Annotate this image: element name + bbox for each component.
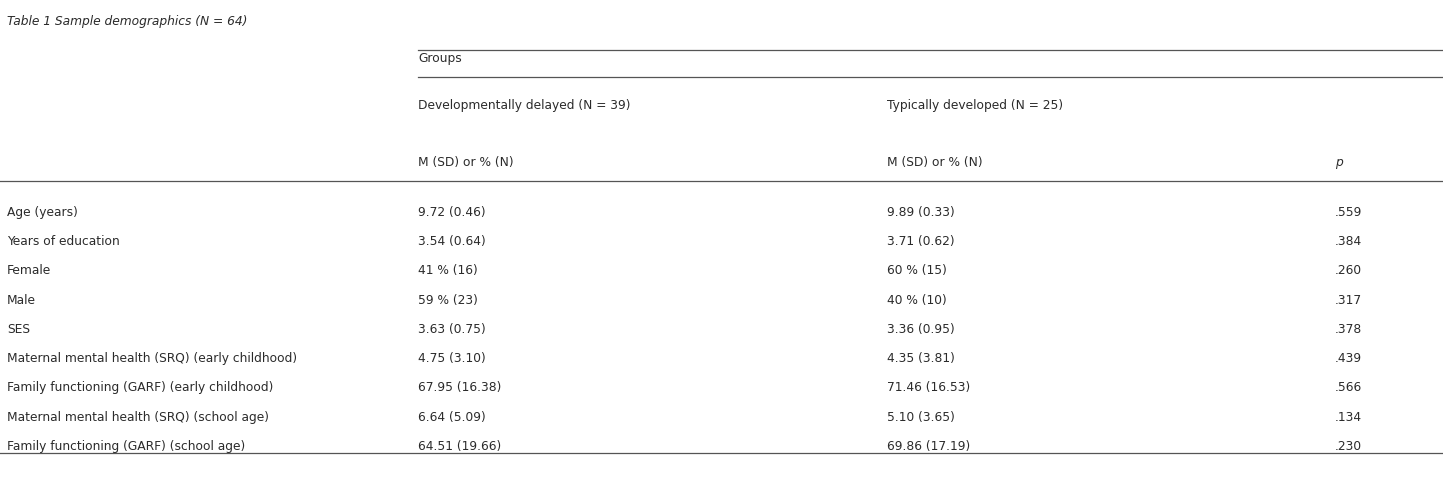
Text: 3.63 (0.75): 3.63 (0.75) (418, 323, 486, 336)
Text: SES: SES (7, 323, 30, 336)
Text: Age (years): Age (years) (7, 206, 78, 219)
Text: 6.64 (5.09): 6.64 (5.09) (418, 411, 486, 424)
Text: .559: .559 (1335, 206, 1362, 219)
Text: Maternal mental health (SRQ) (early childhood): Maternal mental health (SRQ) (early chil… (7, 352, 297, 365)
Text: Family functioning (GARF) (school age): Family functioning (GARF) (school age) (7, 440, 245, 453)
Text: 71.46 (16.53): 71.46 (16.53) (887, 381, 971, 394)
Text: 5.10 (3.65): 5.10 (3.65) (887, 411, 955, 424)
Text: Family functioning (GARF) (early childhood): Family functioning (GARF) (early childho… (7, 381, 274, 394)
Text: 40 % (10): 40 % (10) (887, 294, 947, 307)
Text: 9.72 (0.46): 9.72 (0.46) (418, 206, 486, 219)
Text: 3.71 (0.62): 3.71 (0.62) (887, 235, 955, 248)
Text: .260: .260 (1335, 264, 1362, 277)
Text: p: p (1335, 156, 1342, 169)
Text: Groups: Groups (418, 52, 462, 65)
Text: Developmentally delayed (N = 39): Developmentally delayed (N = 39) (418, 99, 631, 112)
Text: 3.54 (0.64): 3.54 (0.64) (418, 235, 486, 248)
Text: 3.36 (0.95): 3.36 (0.95) (887, 323, 955, 336)
Text: 4.35 (3.81): 4.35 (3.81) (887, 352, 955, 365)
Text: Typically developed (N = 25): Typically developed (N = 25) (887, 99, 1063, 112)
Text: 59 % (23): 59 % (23) (418, 294, 478, 307)
Text: M (SD) or % (N): M (SD) or % (N) (887, 156, 983, 169)
Text: Female: Female (7, 264, 52, 277)
Text: 67.95 (16.38): 67.95 (16.38) (418, 381, 502, 394)
Text: .566: .566 (1335, 381, 1362, 394)
Text: .230: .230 (1335, 440, 1362, 453)
Text: .384: .384 (1335, 235, 1362, 248)
Text: Table 1 Sample demographics (N = 64): Table 1 Sample demographics (N = 64) (7, 15, 248, 28)
Text: .378: .378 (1335, 323, 1362, 336)
Text: 60 % (15): 60 % (15) (887, 264, 947, 277)
Text: 69.86 (17.19): 69.86 (17.19) (887, 440, 971, 453)
Text: Years of education: Years of education (7, 235, 120, 248)
Text: Maternal mental health (SRQ) (school age): Maternal mental health (SRQ) (school age… (7, 411, 270, 424)
Text: .317: .317 (1335, 294, 1362, 307)
Text: M (SD) or % (N): M (SD) or % (N) (418, 156, 514, 169)
Text: 41 % (16): 41 % (16) (418, 264, 478, 277)
Text: .134: .134 (1335, 411, 1362, 424)
Text: 9.89 (0.33): 9.89 (0.33) (887, 206, 955, 219)
Text: 64.51 (19.66): 64.51 (19.66) (418, 440, 502, 453)
Text: 4.75 (3.10): 4.75 (3.10) (418, 352, 486, 365)
Text: .439: .439 (1335, 352, 1362, 365)
Text: Male: Male (7, 294, 36, 307)
